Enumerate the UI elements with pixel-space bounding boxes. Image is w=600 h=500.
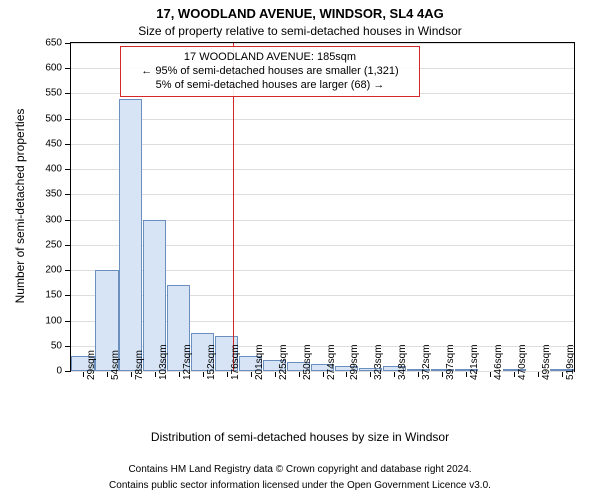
xtick-mark: [346, 372, 347, 377]
xtick-mark: [299, 372, 300, 377]
annotation-box: 17 WOODLAND AVENUE: 185sqm ← 95% of semi…: [120, 46, 420, 97]
xtick-label: 176sqm: [230, 344, 241, 380]
xtick-mark: [514, 372, 515, 377]
gridline: [71, 119, 574, 120]
ytick-mark: [65, 371, 70, 372]
xtick-mark: [275, 372, 276, 377]
histogram-bar: [119, 99, 142, 371]
ytick-label: 150: [32, 290, 62, 301]
ytick-mark: [65, 43, 70, 44]
ytick-mark: [65, 245, 70, 246]
xtick-label: 103sqm: [158, 344, 169, 380]
xtick-label: 397sqm: [445, 344, 456, 380]
xtick-label: 446sqm: [493, 344, 504, 380]
ytick-label: 650: [32, 38, 62, 49]
xtick-mark: [227, 372, 228, 377]
footer-line-2: Contains public sector information licen…: [0, 480, 600, 491]
xtick-mark: [107, 372, 108, 377]
ytick-label: 350: [32, 189, 62, 200]
xtick-mark: [394, 372, 395, 377]
ytick-label: 450: [32, 138, 62, 149]
xtick-label: 348sqm: [397, 344, 408, 380]
ytick-mark: [65, 194, 70, 195]
xtick-mark: [562, 372, 563, 377]
xtick-label: 152sqm: [206, 344, 217, 380]
xtick-mark: [251, 372, 252, 377]
annotation-line-1: 17 WOODLAND AVENUE: 185sqm: [127, 51, 413, 65]
xtick-mark: [83, 372, 84, 377]
ytick-mark: [65, 270, 70, 271]
xtick-label: 470sqm: [517, 344, 528, 380]
xtick-label: 78sqm: [134, 350, 145, 380]
ytick-mark: [65, 93, 70, 94]
xtick-label: 323sqm: [373, 344, 384, 380]
ytick-mark: [65, 68, 70, 69]
ytick-mark: [65, 144, 70, 145]
ytick-mark: [65, 169, 70, 170]
gridline: [71, 43, 574, 44]
gridline: [71, 169, 574, 170]
xtick-mark: [490, 372, 491, 377]
ytick-label: 250: [32, 239, 62, 250]
y-axis-label: Number of semi-detached properties: [13, 41, 27, 371]
xtick-label: 519sqm: [565, 344, 576, 380]
xtick-label: 201sqm: [254, 344, 265, 380]
xtick-mark: [131, 372, 132, 377]
gridline: [71, 144, 574, 145]
xtick-mark: [370, 372, 371, 377]
ytick-label: 50: [32, 340, 62, 351]
xtick-label: 274sqm: [326, 344, 337, 380]
xtick-label: 372sqm: [421, 344, 432, 380]
xtick-label: 421sqm: [469, 344, 480, 380]
xtick-mark: [442, 372, 443, 377]
ytick-mark: [65, 295, 70, 296]
x-axis-label: Distribution of semi-detached houses by …: [0, 430, 600, 444]
ytick-label: 600: [32, 63, 62, 74]
xtick-label: 495sqm: [541, 344, 552, 380]
ytick-mark: [65, 321, 70, 322]
xtick-label: 127sqm: [182, 344, 193, 380]
xtick-mark: [418, 372, 419, 377]
xtick-mark: [155, 372, 156, 377]
xtick-mark: [538, 372, 539, 377]
ytick-label: 200: [32, 265, 62, 276]
ytick-mark: [65, 220, 70, 221]
annotation-line-2: ← 95% of semi-detached houses are smalle…: [127, 65, 413, 79]
ytick-label: 100: [32, 315, 62, 326]
annotation-line-3: 5% of semi-detached houses are larger (6…: [127, 79, 413, 93]
ytick-label: 400: [32, 164, 62, 175]
chart-title: 17, WOODLAND AVENUE, WINDSOR, SL4 4AG: [0, 6, 600, 21]
xtick-label: 250sqm: [302, 344, 313, 380]
ytick-label: 500: [32, 113, 62, 124]
ytick-mark: [65, 119, 70, 120]
histogram-chart: 17, WOODLAND AVENUE, WINDSOR, SL4 4AG Si…: [0, 0, 600, 500]
ytick-label: 0: [32, 366, 62, 377]
xtick-mark: [466, 372, 467, 377]
ytick-mark: [65, 346, 70, 347]
xtick-label: 299sqm: [349, 344, 360, 380]
xtick-label: 54sqm: [110, 350, 121, 380]
ytick-label: 300: [32, 214, 62, 225]
xtick-label: 29sqm: [86, 350, 97, 380]
xtick-mark: [179, 372, 180, 377]
ytick-label: 550: [32, 88, 62, 99]
xtick-label: 225sqm: [278, 344, 289, 380]
xtick-mark: [323, 372, 324, 377]
chart-subtitle: Size of property relative to semi-detach…: [0, 24, 600, 38]
xtick-mark: [203, 372, 204, 377]
gridline: [71, 194, 574, 195]
footer-line-1: Contains HM Land Registry data © Crown c…: [0, 464, 600, 475]
